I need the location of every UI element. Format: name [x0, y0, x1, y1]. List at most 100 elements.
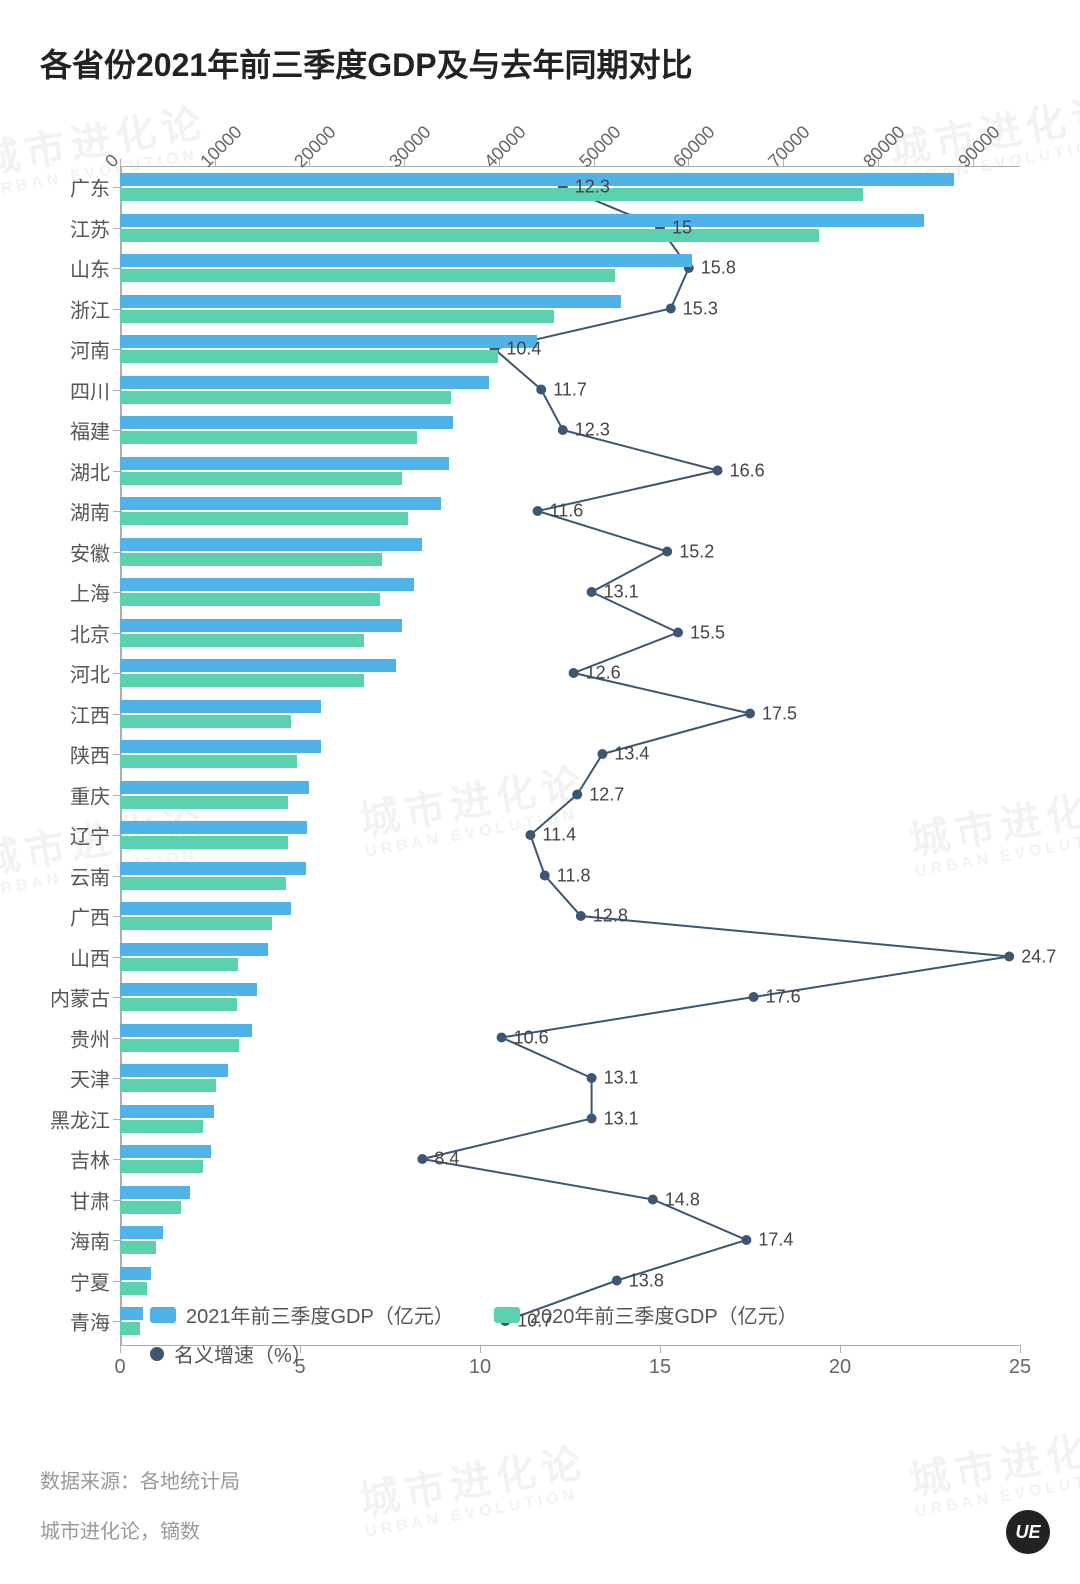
y-axis-tick: [113, 228, 120, 229]
province-label: 山东: [50, 254, 110, 283]
bottom-axis-label: 20: [829, 1356, 851, 1379]
bar-2020: [120, 1120, 203, 1133]
province-label: 吉林: [50, 1145, 110, 1174]
y-axis-tick: [113, 633, 120, 634]
bar-2021: [120, 254, 692, 267]
top-axis-label: 50000: [575, 122, 625, 172]
chart-title: 各省份2021年前三季度GDP及与去年同期对比: [40, 40, 1040, 86]
y-axis-tick: [113, 997, 120, 998]
growth-value-label: 14.8: [665, 1189, 700, 1210]
bar-2021: [120, 1186, 190, 1199]
growth-value-label: 13.1: [604, 1068, 639, 1089]
province-label: 贵州: [50, 1023, 110, 1052]
bar-2021: [120, 416, 453, 429]
bar-2021: [120, 335, 537, 348]
bottom-axis-tick: [840, 1345, 841, 1353]
bar-2021: [120, 214, 924, 227]
bar-2020: [120, 917, 272, 930]
bottom-axis-tick: [120, 1345, 121, 1353]
bar-2020: [120, 431, 417, 444]
bar-2020: [120, 958, 238, 971]
province-label: 北京: [50, 618, 110, 647]
bar-2020: [120, 998, 237, 1011]
province-label: 广东: [50, 173, 110, 202]
bar-2020: [120, 755, 297, 768]
growth-value-label: 10.6: [514, 1027, 549, 1048]
province-label: 甘肃: [50, 1185, 110, 1214]
top-axis-label: 70000: [764, 122, 814, 172]
growth-value-label: 12.7: [589, 784, 624, 805]
bar-2021: [120, 943, 268, 956]
growth-value-label: 12.6: [586, 663, 621, 684]
province-label: 江西: [50, 699, 110, 728]
y-axis-tick: [113, 1159, 120, 1160]
growth-value-label: 13.4: [614, 744, 649, 765]
growth-point: [749, 992, 759, 1002]
province-label: 海南: [50, 1226, 110, 1255]
growth-point: [587, 1114, 597, 1124]
province-label: 四川: [50, 375, 110, 404]
growth-value-label: 13.8: [629, 1270, 664, 1291]
growth-value-label: 15.2: [679, 541, 714, 562]
top-axis-label: 90000: [954, 122, 1004, 172]
bar-2021: [120, 902, 291, 915]
y-axis-tick: [113, 957, 120, 958]
y-axis-tick: [113, 309, 120, 310]
data-source: 数据来源：各地统计局: [40, 1465, 240, 1494]
y-axis-tick: [113, 1078, 120, 1079]
bar-2021: [120, 659, 396, 672]
province-label: 福建: [50, 416, 110, 445]
bar-2020: [120, 188, 863, 201]
top-axis-label: 40000: [480, 122, 530, 172]
bar-2021: [120, 1024, 252, 1037]
growth-point: [741, 1235, 751, 1245]
y-axis-tick: [113, 430, 120, 431]
bar-2021: [120, 700, 321, 713]
chart-area: 0100002000030000400005000060000700008000…: [40, 106, 1040, 1406]
bar-2021: [120, 983, 257, 996]
bar-2020: [120, 674, 364, 687]
province-label: 湖南: [50, 497, 110, 526]
bar-2021: [120, 781, 309, 794]
growth-point: [525, 830, 535, 840]
top-axis-label: 20000: [291, 122, 341, 172]
bar-2020: [120, 512, 408, 525]
plot-region: 0100002000030000400005000060000700008000…: [120, 166, 1020, 1346]
growth-value-label: 11.4: [542, 825, 576, 846]
legend-item-growth: 名义增速（%）: [150, 1339, 312, 1368]
bar-2020: [120, 350, 498, 363]
growth-point: [713, 466, 723, 476]
growth-value-label: 15.8: [701, 258, 736, 279]
top-axis-label: 30000: [385, 122, 435, 172]
bar-2020: [120, 1322, 140, 1335]
growth-value-label: 11.7: [553, 379, 587, 400]
bar-2021: [120, 1105, 214, 1118]
growth-value-label: 10.4: [506, 339, 541, 360]
province-label: 宁夏: [50, 1266, 110, 1295]
bar-2021: [120, 578, 414, 591]
bar-2020: [120, 1039, 239, 1052]
bar-2021: [120, 1267, 151, 1280]
growth-value-label: 11.8: [557, 865, 591, 886]
growth-point: [558, 425, 568, 435]
province-label: 重庆: [50, 780, 110, 809]
legend-label: 2021年前三季度GDP（亿元）: [186, 1300, 454, 1329]
y-axis-tick: [113, 349, 120, 350]
province-label: 黑龙江: [50, 1104, 110, 1133]
growth-value-label: 17.6: [766, 987, 801, 1008]
legend-swatch-2020: [494, 1307, 520, 1323]
bar-2021: [120, 173, 954, 186]
bar-2021: [120, 1226, 163, 1239]
watermark: 城市进化论URBAN EVOLUTION: [356, 1440, 593, 1541]
growth-value-label: 24.7: [1021, 946, 1056, 967]
bar-2021: [120, 538, 422, 551]
y-axis-tick: [113, 187, 120, 188]
bar-2021: [120, 619, 402, 632]
growth-point: [576, 911, 586, 921]
bar-2020: [120, 269, 615, 282]
bar-2021: [120, 1307, 143, 1320]
province-label: 河南: [50, 335, 110, 364]
growth-point: [662, 547, 672, 557]
bar-2020: [120, 1201, 181, 1214]
bar-2021: [120, 1064, 228, 1077]
